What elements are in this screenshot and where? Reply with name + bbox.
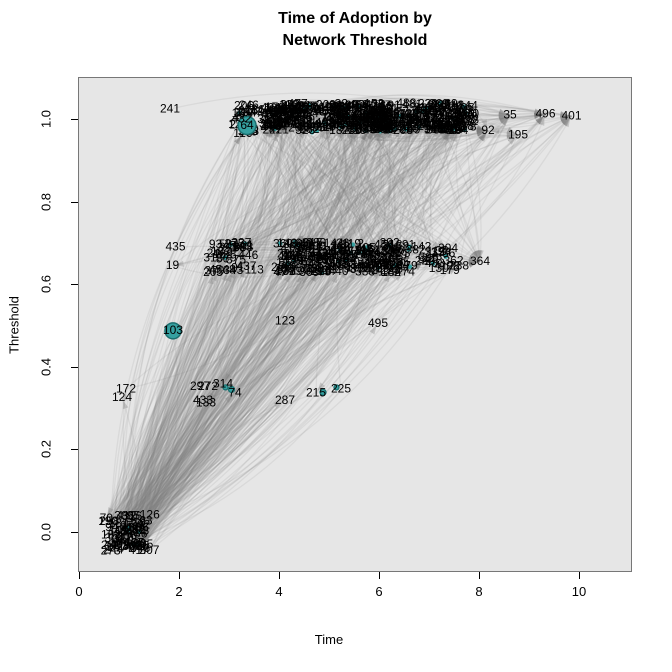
y-tick-label: 0.6: [38, 275, 54, 294]
x-tick-mark: [279, 572, 280, 579]
y-tick-mark: [71, 366, 78, 368]
y-tick-label: 1.0: [38, 110, 54, 129]
y-tick-mark: [71, 119, 78, 121]
chart-title-line2: Network Threshold: [282, 32, 428, 49]
x-tick-mark: [79, 572, 80, 579]
x-tick-label: 0: [75, 584, 83, 599]
x-tick-label: 2: [175, 584, 183, 599]
y-tick-label: 0.4: [38, 357, 54, 376]
x-tick-label: 4: [275, 584, 283, 599]
x-tick-mark: [379, 572, 380, 579]
x-tick-mark: [479, 572, 480, 579]
chart-title-line1: Time of Adoption by: [278, 10, 432, 27]
y-tick-label: 0.0: [38, 522, 54, 541]
x-tick-label: 6: [375, 584, 383, 599]
y-tick-mark: [71, 201, 78, 203]
y-tick-mark: [71, 284, 78, 286]
x-tick-mark: [579, 572, 580, 579]
y-tick-label: 0.8: [38, 192, 54, 211]
y-tick-label: 0.2: [38, 440, 54, 459]
x-tick-mark: [179, 572, 180, 579]
y-axis-title: Threshold: [6, 296, 22, 354]
x-axis-title: Time: [314, 632, 344, 647]
y-tick-mark: [71, 531, 78, 533]
chart-title: Time of Adoption by Network Threshold: [78, 8, 632, 52]
network-plot-canvas: [78, 77, 632, 572]
x-tick-label: 8: [475, 584, 483, 599]
x-tick-label: 10: [571, 584, 587, 599]
y-tick-mark: [71, 449, 78, 451]
